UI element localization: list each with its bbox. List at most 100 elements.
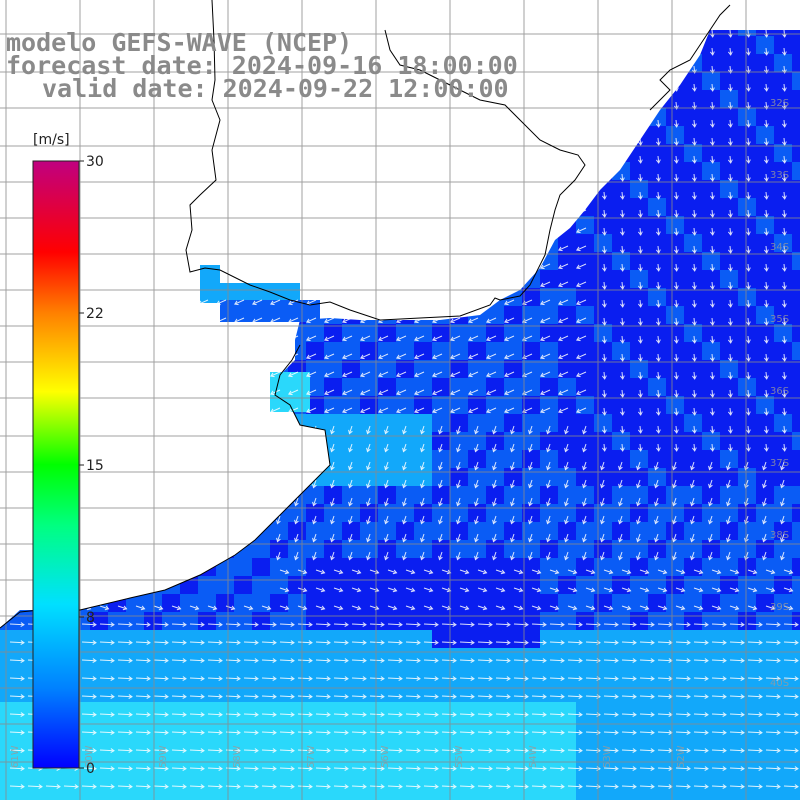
field-cell: [360, 612, 378, 630]
field-cell: [666, 720, 684, 738]
field-cell: [342, 738, 360, 756]
field-cell: [630, 396, 648, 414]
field-cell: [684, 702, 702, 720]
field-cell: [792, 288, 800, 306]
field-cell: [576, 324, 594, 342]
field-cell: [576, 234, 594, 252]
field-cell: [612, 216, 630, 234]
field-cell: [414, 756, 432, 774]
field-cell: [288, 612, 306, 630]
field-cell: [702, 180, 720, 198]
field-cell: [378, 774, 396, 792]
field-cell: [648, 378, 666, 396]
field-cell: [270, 648, 288, 666]
field-cell: [756, 324, 774, 342]
field-cell: [648, 288, 666, 306]
field-cell: [540, 342, 558, 360]
field-cell: [666, 342, 684, 360]
field-cell: [396, 324, 414, 342]
field-cell: [90, 684, 108, 702]
field-cell: [612, 756, 630, 774]
field-cell: [468, 414, 486, 432]
field-cell: [216, 774, 234, 792]
field-cell: [414, 648, 432, 666]
field-cell: [522, 684, 540, 702]
field-cell: [576, 414, 594, 432]
field-cell: [342, 450, 360, 468]
field-cell: [504, 720, 522, 738]
field-cell: [270, 720, 288, 738]
field-cell: [414, 630, 432, 648]
field-cell: [594, 306, 612, 324]
field-cell: [558, 450, 576, 468]
field-cell: [648, 342, 666, 360]
field-cell: [558, 612, 576, 630]
field-cell: [612, 684, 630, 702]
field-cell: [702, 612, 720, 630]
field-cell: [450, 612, 468, 630]
field-cell: [522, 666, 540, 684]
field-cell: [738, 144, 756, 162]
field-cell: [414, 684, 432, 702]
field-cell: [684, 162, 702, 180]
field-cell: [558, 486, 576, 504]
field-cell: [792, 468, 800, 486]
field-cell: [720, 720, 738, 738]
field-cell: [558, 324, 576, 342]
field-cell: [432, 414, 450, 432]
field-cell: [756, 234, 774, 252]
field-cell: [576, 630, 594, 648]
field-cell: [630, 144, 648, 162]
field-cell: [684, 432, 702, 450]
field-cell: [504, 414, 522, 432]
field-cell: [630, 756, 648, 774]
field-cell: [360, 630, 378, 648]
field-cell: [774, 36, 792, 54]
field-cell: [540, 396, 558, 414]
field-cell: [774, 162, 792, 180]
field-cell: [108, 648, 126, 666]
field-cell: [594, 288, 612, 306]
field-cell: [576, 720, 594, 738]
field-cell: [486, 414, 504, 432]
field-cell: [216, 684, 234, 702]
field-cell: [774, 126, 792, 144]
field-cell: [360, 666, 378, 684]
field-cell: [684, 108, 702, 126]
field-cell: [414, 738, 432, 756]
field-cell: [540, 612, 558, 630]
field-cell: [702, 306, 720, 324]
field-cell: [144, 774, 162, 792]
field-cell: [684, 450, 702, 468]
field-cell: [702, 720, 720, 738]
field-cell: [468, 684, 486, 702]
field-cell: [648, 432, 666, 450]
field-cell: [720, 612, 738, 630]
field-cell: [792, 342, 800, 360]
field-cell: [270, 774, 288, 792]
field-cell: [612, 270, 630, 288]
field-cell: [504, 702, 522, 720]
field-cell: [792, 486, 800, 504]
lat-label: 37S: [770, 458, 789, 469]
field-cell: [522, 774, 540, 792]
field-cell: [792, 504, 800, 522]
field-cell: [594, 414, 612, 432]
field-cell: [666, 270, 684, 288]
field-cell: [666, 414, 684, 432]
field-cell: [630, 738, 648, 756]
field-cell: [396, 450, 414, 468]
field-cell: [522, 396, 540, 414]
field-cell: [216, 630, 234, 648]
field-cell: [540, 288, 558, 306]
field-cell: [306, 612, 324, 630]
field-cell: [738, 30, 756, 36]
field-cell: [0, 648, 18, 666]
field-cell: [540, 702, 558, 720]
field-cell: [684, 180, 702, 198]
field-cell: [468, 720, 486, 738]
field-cell: [612, 792, 630, 800]
field-cell: [378, 414, 396, 432]
field-cell: [324, 666, 342, 684]
field-cell: [738, 198, 756, 216]
